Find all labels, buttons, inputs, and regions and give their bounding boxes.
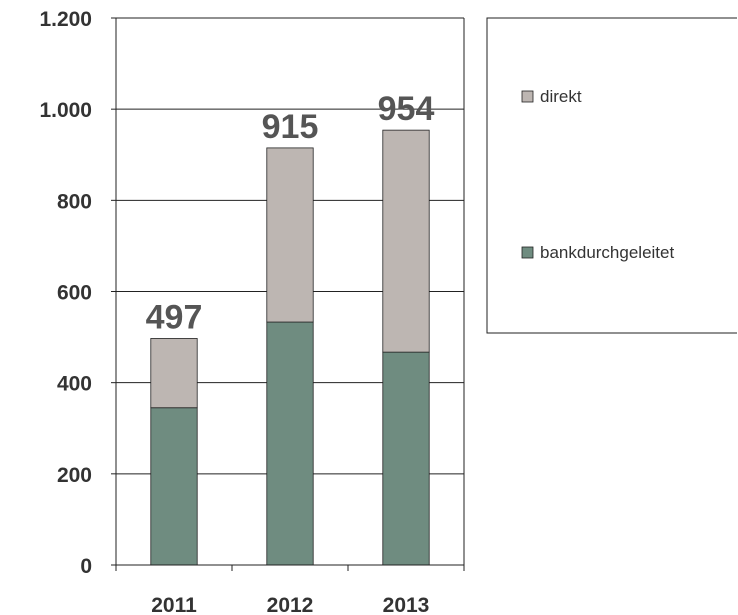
total-label: 954	[378, 90, 435, 128]
total-label: 497	[146, 298, 203, 336]
legend-label: bankdurchgeleitet	[540, 243, 674, 262]
bar-direkt-2012	[266, 147, 314, 323]
y-tick-label: 0	[80, 555, 92, 578]
legend-label: direkt	[540, 87, 582, 106]
y-tick-label: 1.000	[39, 99, 92, 122]
bar-series	[150, 129, 430, 566]
x-tick-label: 2011	[151, 594, 197, 615]
bar-direkt-2011	[150, 338, 198, 409]
y-tick-label: 400	[57, 373, 92, 396]
legend: direkt bankdurchgeleitet	[486, 17, 737, 334]
x-tick-label: 2012	[267, 594, 314, 615]
legend-box	[486, 17, 737, 334]
y-tick-label: 600	[57, 282, 92, 305]
bar-bankdurchgeleitet-2012	[266, 321, 314, 566]
x-axis: 2011 2012 2013	[115, 565, 465, 615]
bar-bankdurchgeleitet-2011	[150, 407, 198, 566]
y-axis: 0 200 400 600 800 1.000 1.200	[39, 8, 116, 578]
total-label: 915	[262, 108, 319, 146]
bar-bankdurchgeleitet-2013	[382, 351, 430, 566]
legend-swatch-bankdurchgeleitet	[521, 246, 534, 259]
bar-direkt-2013	[382, 129, 430, 353]
y-tick-label: 800	[57, 190, 92, 213]
total-labels: 497 915 954	[146, 90, 435, 336]
x-tick-label: 2013	[383, 594, 430, 615]
y-tick-label: 200	[57, 464, 92, 487]
y-tick-label: 1.200	[39, 8, 92, 31]
legend-swatch-direkt	[521, 90, 534, 103]
